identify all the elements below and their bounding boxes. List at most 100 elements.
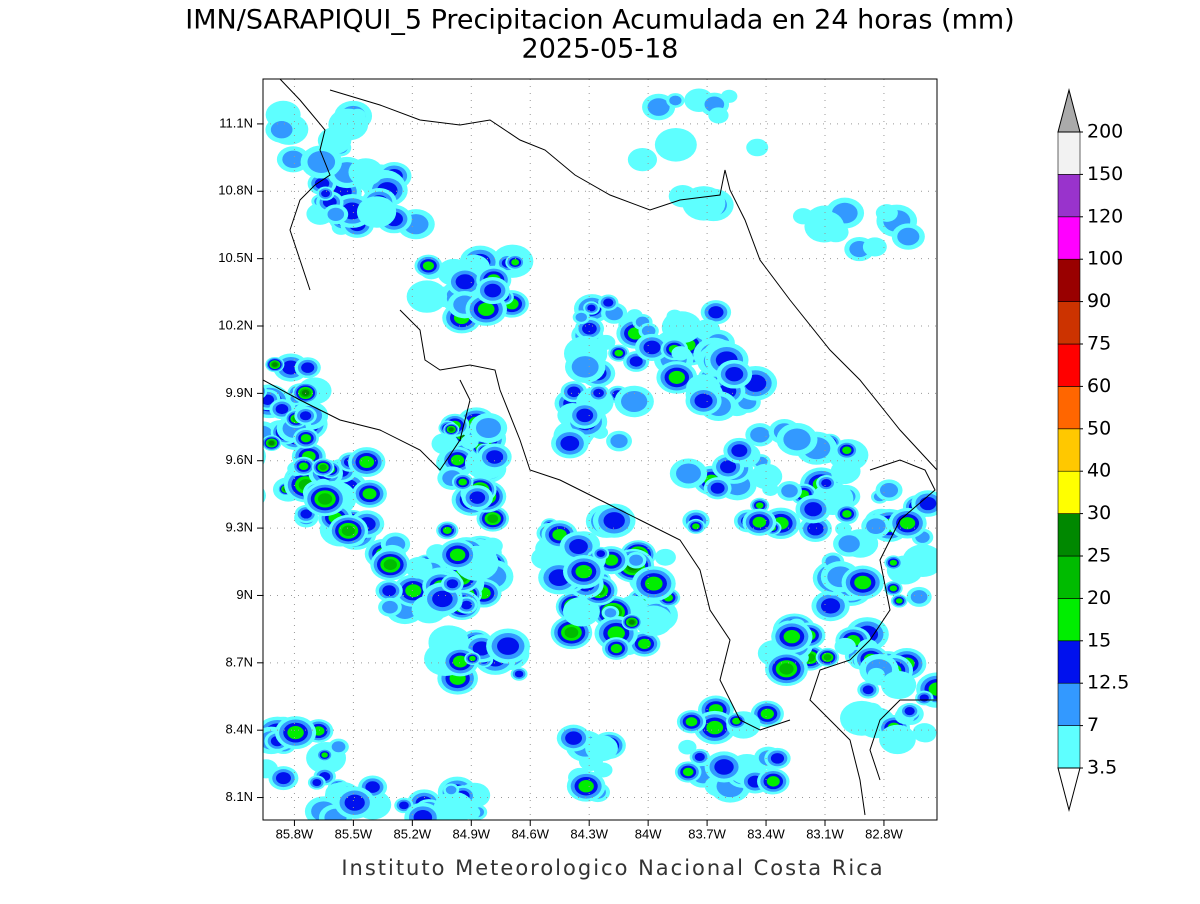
precip-contour <box>725 367 744 382</box>
precip-contour <box>792 208 814 225</box>
precip-contour <box>854 575 872 590</box>
y-tick-label: 9.6N <box>226 452 253 467</box>
colorbar-label: 150 <box>1087 163 1123 185</box>
coastline <box>329 89 937 471</box>
precip-contour <box>511 259 520 266</box>
precip-contour <box>275 404 289 415</box>
precip-contour <box>514 670 524 678</box>
precip-contour <box>732 717 741 725</box>
precip-contour <box>610 434 628 448</box>
precip-contour <box>344 794 365 811</box>
coastlines <box>263 79 937 816</box>
precip-contour <box>694 752 705 762</box>
precip-contour <box>766 776 780 787</box>
precip-contour <box>889 585 898 592</box>
precip-contour <box>406 280 448 313</box>
precip-contour <box>469 491 486 504</box>
precip-contour <box>272 362 278 367</box>
precip-contour <box>840 700 884 736</box>
precip-contour <box>904 707 915 716</box>
precip-contour <box>614 349 623 357</box>
precip-contour <box>912 723 937 743</box>
precip-contour <box>585 735 618 762</box>
precip-contour <box>710 482 725 494</box>
colorbar-box <box>1057 216 1081 260</box>
precip-contour <box>399 801 409 810</box>
y-tick-label: 8.1N <box>226 789 253 804</box>
precip-contour <box>319 464 327 471</box>
colorbar-box <box>1057 555 1081 599</box>
colorbar-box <box>1057 513 1081 557</box>
colorbar-label: 100 <box>1087 248 1123 270</box>
precip-contour <box>804 210 845 243</box>
precip-contour <box>314 177 330 190</box>
precip-contour <box>835 522 852 536</box>
precip-contour <box>678 739 697 755</box>
precip-contour <box>356 196 397 228</box>
precip-contour <box>638 638 651 649</box>
precip-contour <box>692 523 700 530</box>
precip-contour <box>621 390 648 413</box>
colorbar-label: 200 <box>1087 121 1123 143</box>
colorbar-label: 7 <box>1087 714 1099 736</box>
colorbar-box <box>1057 682 1081 726</box>
precip-contour <box>760 708 774 720</box>
x-tick-label: 82.8W <box>865 826 903 841</box>
precip-contour <box>862 685 874 695</box>
precip-contour <box>610 643 623 654</box>
colorbar-box <box>1057 386 1081 430</box>
y-tick-label: 9.9N <box>226 385 253 400</box>
colorbar-label: 60 <box>1087 375 1111 397</box>
footer: Instituto Meteorologico Nacional Costa R… <box>341 856 884 880</box>
precip-contour <box>321 190 330 198</box>
precip-contour <box>629 554 644 566</box>
colorbar-label: 15 <box>1087 629 1111 651</box>
precip-contour <box>312 779 322 787</box>
precip-contour <box>382 600 398 614</box>
precip-contour <box>487 514 499 523</box>
colorbar-label: 40 <box>1087 460 1111 482</box>
precip-contour <box>486 450 504 464</box>
x-tick-label: 85.8W <box>276 826 314 841</box>
precip-contour <box>469 655 476 662</box>
precip-contour <box>897 227 920 246</box>
precip-contour <box>445 785 457 795</box>
precip-contour <box>755 502 764 509</box>
precip-contour <box>668 370 685 384</box>
precip-contour <box>460 434 479 450</box>
precip-contour <box>298 462 309 471</box>
precip-contour <box>321 752 328 758</box>
precip-contour <box>497 637 520 655</box>
precip-contour <box>708 107 729 124</box>
precip-contour <box>383 559 397 570</box>
precip-contour <box>823 654 832 661</box>
precip-contour <box>300 509 312 519</box>
precip-contour <box>564 626 579 639</box>
precip-contour <box>654 128 697 162</box>
precip-contour <box>552 528 567 541</box>
y-tick-label: 9.3N <box>226 520 253 535</box>
precip-contour <box>275 772 291 785</box>
precip-contour <box>842 446 852 454</box>
precip-contour <box>762 482 779 496</box>
border <box>869 699 937 781</box>
colorbar-box <box>1057 725 1081 769</box>
precip-contour <box>866 518 886 534</box>
precip-contour <box>783 428 811 451</box>
colorbar-box <box>1057 343 1081 387</box>
precip-contour <box>484 283 502 298</box>
precip-contour <box>422 261 435 271</box>
precip-contour <box>641 325 656 337</box>
precip-contour <box>604 608 617 618</box>
x-tick-label: 85.2W <box>394 826 432 841</box>
precip-contour <box>834 637 856 655</box>
precip-contour <box>575 312 587 322</box>
colorbar-box <box>1057 640 1081 684</box>
precip-contour <box>603 512 625 530</box>
colorbar-label: 3.5 <box>1087 757 1117 779</box>
precip-contour <box>842 510 852 518</box>
x-tick-label: 83.7W <box>688 826 726 841</box>
colorbar-box <box>1057 131 1081 175</box>
precip-contour <box>750 427 770 443</box>
precip-contour <box>455 274 475 290</box>
